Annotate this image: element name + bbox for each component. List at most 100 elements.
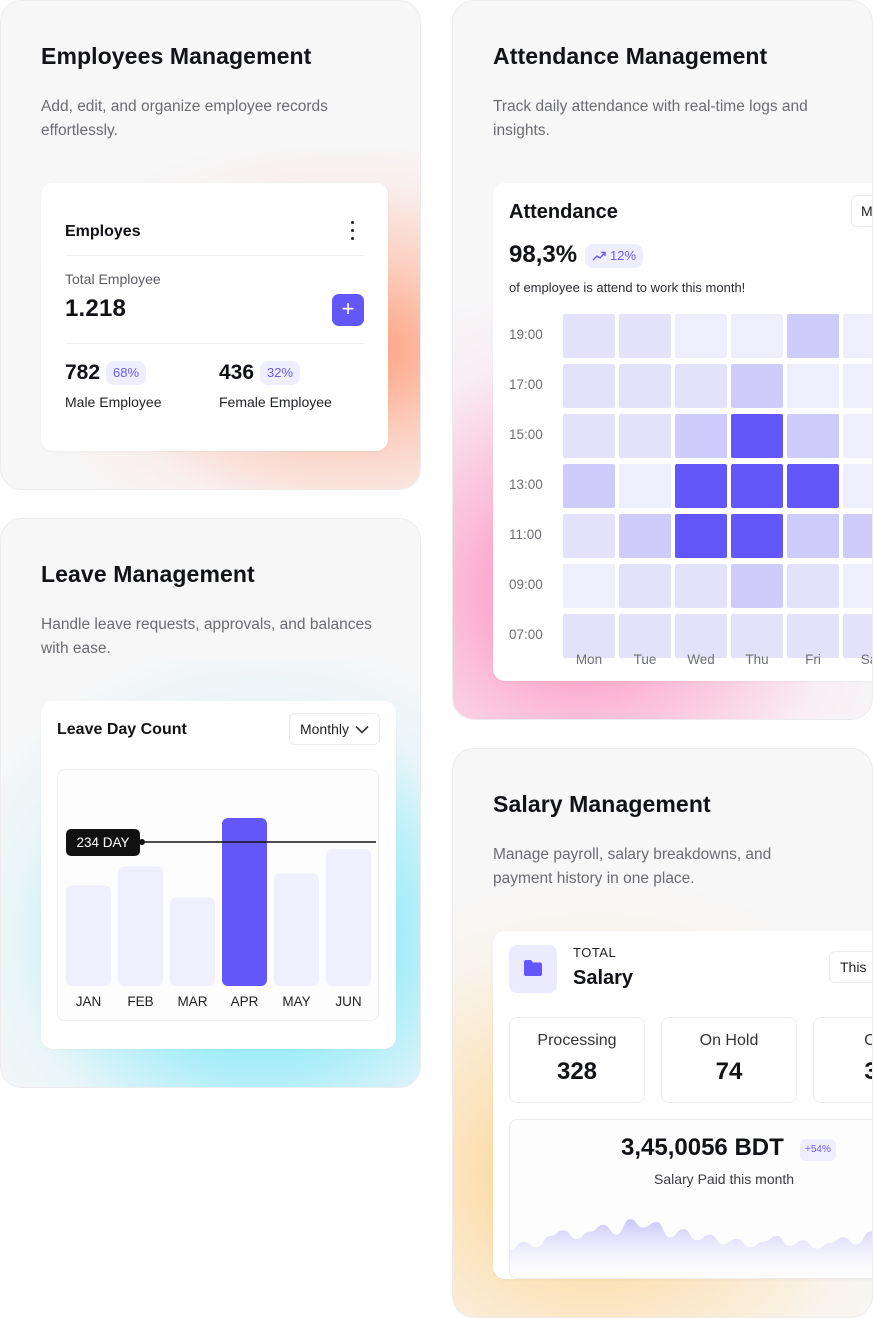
card-heading: Employees Management	[41, 43, 312, 69]
heatmap-cell[interactable]	[731, 464, 783, 508]
heatmap-cell[interactable]	[675, 614, 727, 658]
heatmap-cell[interactable]	[563, 364, 615, 408]
bar-apr[interactable]	[222, 818, 267, 986]
attendance-heatmap: 19:00 17:00 15:00 13:00 11:00 09:00 07:00 Mon Tu…	[509, 314, 873, 667]
heatmap-cell[interactable]	[787, 564, 839, 608]
box-value: 3,3	[814, 1058, 872, 1086]
x-tick-label: FEB	[127, 994, 153, 1009]
x-tick-label: Mon	[576, 652, 602, 667]
more-options-icon[interactable]	[350, 221, 354, 243]
heatmap-cell[interactable]	[787, 614, 839, 658]
divider	[65, 255, 364, 256]
completed-box: Com 3,3	[813, 1017, 872, 1103]
heatmap-cell[interactable]	[843, 464, 873, 508]
heatmap-cell[interactable]	[731, 414, 783, 458]
leave-management-card: Leave Management Handle leave requests, …	[0, 518, 421, 1088]
heatmap-cell[interactable]	[675, 464, 727, 508]
box-label: Processing	[537, 1032, 617, 1049]
employees-management-card: Employees Management Add, edit, and orga…	[0, 0, 421, 490]
widget-title: Salary	[573, 967, 634, 989]
bar-may[interactable]	[274, 873, 319, 986]
card-heading: Leave Management	[41, 561, 255, 587]
heatmap-cell[interactable]	[731, 314, 783, 358]
heatmap-cell[interactable]	[619, 314, 671, 358]
male-employee-stat: 782 68% Male Employee	[65, 361, 162, 410]
attendance-widget: Attendance M 98,3% 12% of employee is at…	[493, 183, 873, 681]
widget-title: Employes	[65, 223, 141, 240]
reference-tooltip	[66, 829, 140, 856]
bar-mar[interactable]	[170, 897, 215, 986]
heatmap-cell[interactable]	[563, 564, 615, 608]
heatmap-cell[interactable]	[731, 364, 783, 408]
heatmap-cell[interactable]	[619, 414, 671, 458]
salary-management-card: Salary Management Manage payroll, salary…	[452, 748, 873, 1318]
heatmap-cell[interactable]	[563, 514, 615, 558]
y-tick-label: 07:00	[509, 627, 543, 642]
card-description: Add, edit, and organize employee records…	[41, 98, 328, 139]
heatmap-cell[interactable]	[675, 414, 727, 458]
leave-bar-chart: JAN FEB MAR APR MAY JUN 234 DAY	[57, 769, 379, 1021]
bar-feb[interactable]	[118, 866, 163, 986]
heatmap-cell[interactable]	[843, 514, 873, 558]
bar-jan[interactable]	[66, 885, 111, 986]
heatmap-cell[interactable]	[843, 564, 873, 608]
heatmap-cell[interactable]	[619, 514, 671, 558]
heatmap-cell[interactable]	[619, 564, 671, 608]
heatmap-cell[interactable]	[619, 464, 671, 508]
card-description: Handle leave requests, approvals, and ba…	[41, 616, 372, 657]
female-employee-stat: 436 32% Female Employee	[219, 361, 332, 410]
heatmap-cell[interactable]	[619, 614, 671, 658]
period-dropdown-label: Monthly	[299, 721, 349, 737]
on-hold-box: On Hold 74	[661, 1017, 797, 1103]
heatmap-cell[interactable]	[787, 314, 839, 358]
heatmap-cell[interactable]	[843, 314, 873, 358]
heatmap-cell[interactable]	[787, 414, 839, 458]
period-dropdown[interactable]: Monthly	[288, 713, 380, 745]
attendance-change-badge: 12%	[585, 244, 644, 268]
female-label: Female Employee	[219, 394, 332, 410]
heatmap-cell[interactable]	[731, 514, 783, 558]
add-employee-button[interactable]: +	[332, 294, 364, 326]
heatmap-cell[interactable]	[675, 364, 727, 408]
bar-jun[interactable]	[326, 849, 371, 986]
x-tick-label: MAY	[282, 994, 310, 1009]
male-count: 782	[65, 361, 101, 384]
salary-paid-caption: Salary Paid this month	[654, 1171, 795, 1187]
reference-dot	[139, 839, 145, 845]
salary-paid-amount: 3,45,0056 BDT	[621, 1134, 784, 1161]
heatmap-cell[interactable]	[563, 614, 615, 658]
x-tick-label: Wed	[687, 652, 715, 667]
heatmap-cell[interactable]	[731, 564, 783, 608]
heatmap-cell[interactable]	[563, 464, 615, 508]
heatmap-cell[interactable]	[619, 364, 671, 408]
y-tick-label: 19:00	[509, 327, 543, 342]
total-employee-value: 1.218	[65, 295, 127, 322]
heatmap-cell[interactable]	[563, 414, 615, 458]
y-tick-label: 17:00	[509, 377, 543, 392]
heatmap-cell[interactable]	[731, 614, 783, 658]
leave-bar-chart-svg: JAN FEB MAR APR MAY JUN 234 DAY	[66, 818, 376, 1009]
x-tick-label: JUN	[335, 994, 361, 1009]
male-label: Male Employee	[65, 394, 162, 410]
period-dropdown[interactable]: This	[829, 951, 872, 983]
heatmap-cell[interactable]	[787, 364, 839, 408]
total-employee-label: Total Employee	[65, 271, 161, 287]
period-dropdown[interactable]: M	[851, 195, 872, 227]
heatmap-cell[interactable]	[675, 564, 727, 608]
heatmap-cell[interactable]	[843, 414, 873, 458]
heatmap-cell[interactable]	[675, 514, 727, 558]
heatmap-cell[interactable]	[843, 364, 873, 408]
chevron-down-icon	[355, 725, 369, 734]
male-pct-badge: 68%	[106, 361, 147, 385]
heatmap-cell[interactable]	[675, 314, 727, 358]
x-tick-label: APR	[231, 994, 259, 1009]
salary-area-path	[510, 1219, 872, 1278]
divider	[65, 343, 364, 344]
x-tick-label: Thu	[745, 652, 768, 667]
heatmap-cell[interactable]	[843, 614, 873, 658]
leave-widget: Leave Day Count Monthly JAN FEB MAR APR MAY J…	[41, 701, 396, 1049]
heatmap-cell[interactable]	[787, 514, 839, 558]
heatmap-cell[interactable]	[563, 314, 615, 358]
heatmap-cell[interactable]	[787, 464, 839, 508]
x-tick-label: Sa	[861, 652, 873, 667]
